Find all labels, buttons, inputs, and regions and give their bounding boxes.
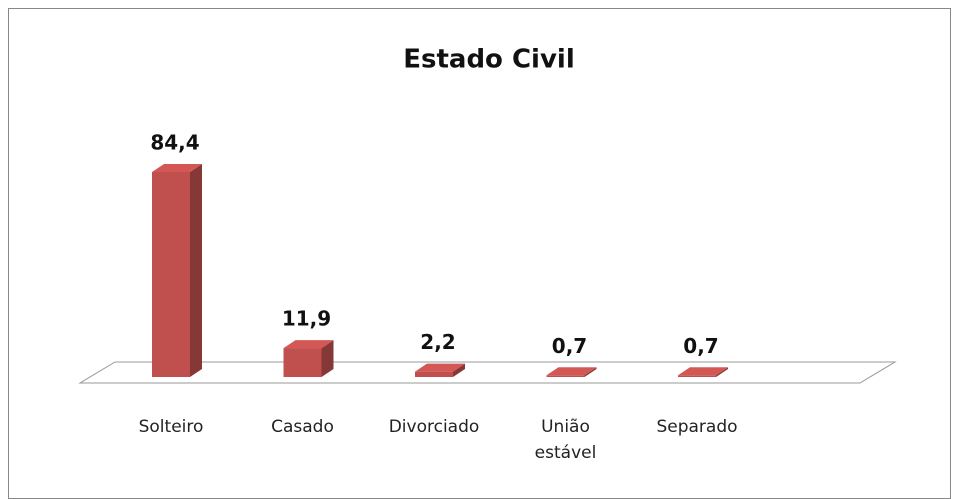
bar bbox=[678, 367, 728, 377]
bar-top bbox=[678, 367, 728, 376]
bar bbox=[546, 367, 597, 377]
x-tick-label: Separado bbox=[656, 417, 738, 437]
bar-front bbox=[152, 172, 190, 377]
bar-side bbox=[453, 363, 465, 377]
bar-front bbox=[415, 371, 453, 377]
bar-side bbox=[584, 367, 597, 377]
bar-top bbox=[152, 164, 202, 172]
data-label: 84,4 bbox=[150, 131, 199, 155]
data-label: 11,9 bbox=[282, 307, 331, 331]
bar-side bbox=[190, 164, 202, 377]
data-label: 2,2 bbox=[420, 330, 455, 354]
bar-top bbox=[283, 340, 334, 349]
bar-front bbox=[546, 375, 585, 377]
bar bbox=[415, 363, 465, 377]
floor bbox=[78, 361, 897, 384]
bar-top bbox=[415, 363, 465, 372]
bar-front bbox=[283, 348, 322, 377]
x-tick-label: Solteiro bbox=[138, 417, 204, 437]
bar bbox=[152, 164, 202, 377]
bar bbox=[283, 340, 334, 377]
bar-side bbox=[716, 367, 728, 377]
bar-side bbox=[321, 340, 334, 377]
bar-top bbox=[546, 367, 597, 376]
x-tick-label: União estável bbox=[534, 417, 597, 463]
chart-title: Estado Civil bbox=[403, 45, 575, 75]
x-tick-label: Casado bbox=[271, 417, 334, 437]
data-label: 0,7 bbox=[683, 334, 718, 358]
x-tick-label: Divorciado bbox=[388, 417, 480, 437]
bar-front bbox=[678, 375, 716, 377]
data-label: 0,7 bbox=[552, 334, 587, 358]
